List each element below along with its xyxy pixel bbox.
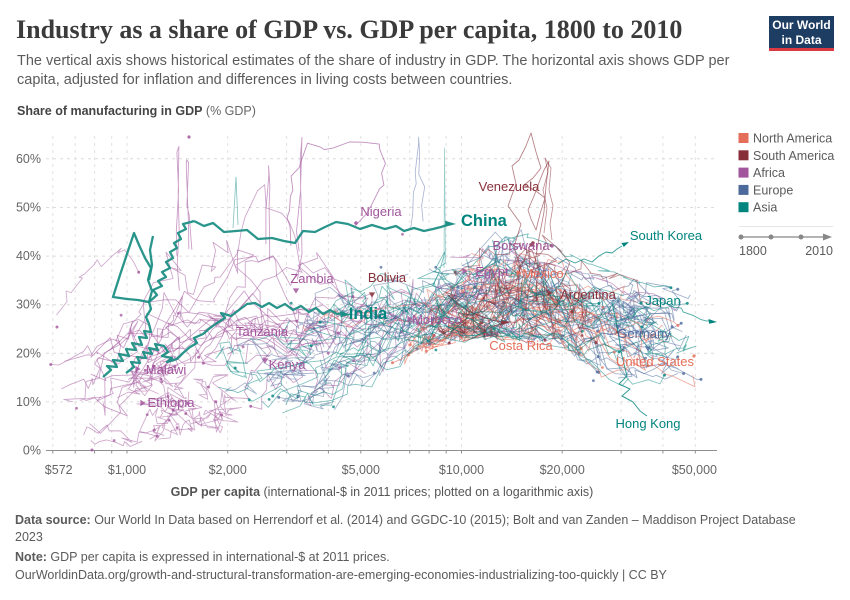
- svg-text:Costa Rica: Costa Rica: [489, 338, 553, 353]
- svg-text:South America: South America: [753, 149, 834, 163]
- svg-text:Asia: Asia: [753, 201, 777, 215]
- svg-text:Botswana: Botswana: [492, 238, 550, 253]
- svg-text:$20,000: $20,000: [540, 463, 585, 477]
- svg-text:India: India: [349, 305, 388, 323]
- svg-text:GDP per capita (international-: GDP per capita (international-$ in 2011 …: [171, 485, 594, 499]
- svg-text:Egypt: Egypt: [475, 264, 509, 279]
- svg-text:Ethiopia: Ethiopia: [148, 395, 196, 410]
- svg-text:United States: United States: [616, 354, 695, 369]
- svg-text:North America: North America: [753, 132, 832, 146]
- svg-text:China: China: [461, 212, 508, 230]
- svg-text:1800: 1800: [739, 244, 767, 258]
- svg-text:Kenya: Kenya: [269, 357, 307, 372]
- svg-text:40%: 40%: [16, 249, 41, 263]
- svg-text:Hong Kong: Hong Kong: [615, 416, 680, 431]
- svg-text:$2,000: $2,000: [209, 463, 247, 477]
- svg-text:2010: 2010: [805, 244, 833, 258]
- svg-text:Venezuela: Venezuela: [479, 179, 540, 194]
- svg-text:Zambia: Zambia: [290, 271, 334, 286]
- svg-text:$10,000: $10,000: [439, 463, 484, 477]
- svg-text:50%: 50%: [16, 201, 41, 215]
- svg-text:Bolivia: Bolivia: [368, 270, 407, 285]
- svg-text:Germany: Germany: [617, 326, 671, 341]
- svg-text:$5,000: $5,000: [342, 463, 380, 477]
- svg-text:30%: 30%: [16, 298, 41, 312]
- svg-text:Morocco: Morocco: [412, 312, 462, 327]
- svg-text:$572: $572: [45, 463, 73, 477]
- svg-text:Mexico: Mexico: [522, 266, 563, 281]
- svg-text:South Korea: South Korea: [630, 228, 703, 243]
- svg-text:Europe: Europe: [753, 183, 793, 197]
- svg-text:Tanzania: Tanzania: [236, 324, 289, 339]
- svg-text:Nigeria: Nigeria: [360, 204, 402, 219]
- svg-text:60%: 60%: [16, 152, 41, 166]
- svg-text:$1,000: $1,000: [108, 463, 146, 477]
- svg-text:$50,000: $50,000: [672, 463, 717, 477]
- svg-text:Argentina: Argentina: [560, 287, 616, 302]
- svg-text:Africa: Africa: [753, 166, 785, 180]
- svg-text:Japan: Japan: [645, 293, 680, 308]
- svg-text:Malawi: Malawi: [146, 362, 187, 377]
- svg-text:20%: 20%: [16, 346, 41, 360]
- svg-text:10%: 10%: [16, 395, 41, 409]
- svg-text:0%: 0%: [23, 444, 41, 458]
